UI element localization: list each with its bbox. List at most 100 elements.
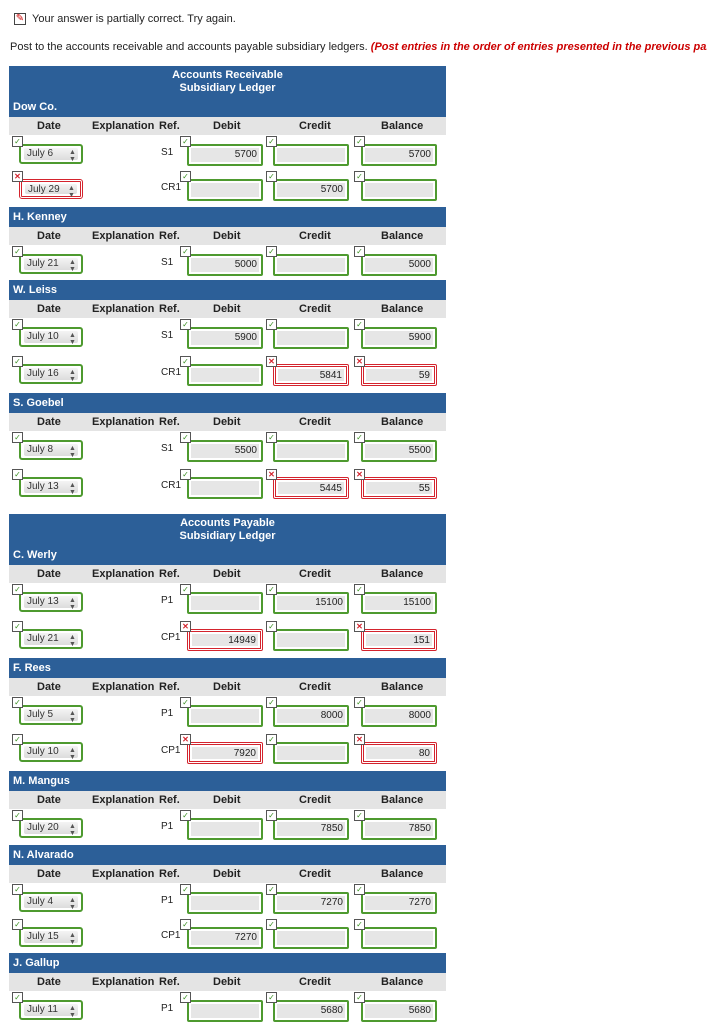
select-arrows-icon: ▲▼ xyxy=(69,332,76,346)
date-select-value: July 8 ▲▼ xyxy=(24,444,78,459)
balance-input[interactable]: 151 xyxy=(361,629,437,651)
credit-input[interactable]: 5445 xyxy=(273,477,349,499)
balance-input[interactable]: 55 xyxy=(361,477,437,499)
date-select[interactable]: July 21 ▲▼ xyxy=(19,629,83,649)
date-select[interactable]: July 29 ▲▼ xyxy=(19,179,83,199)
debit-input[interactable] xyxy=(187,705,263,727)
date-select[interactable]: July 20 ▲▼ xyxy=(19,818,83,838)
date-select[interactable]: July 21 ▲▼ xyxy=(19,254,83,274)
date-select[interactable]: July 13 ▲▼ xyxy=(19,592,83,612)
credit-input[interactable]: 8000 xyxy=(273,705,349,727)
credit-input[interactable] xyxy=(273,440,349,462)
select-arrows-icon: ▲▼ xyxy=(69,597,76,611)
column-header-date: Date xyxy=(37,868,61,880)
date-select[interactable]: July 8 ▲▼ xyxy=(19,440,83,460)
debit-input[interactable] xyxy=(187,592,263,614)
date-select[interactable]: July 10 ▲▼ xyxy=(19,327,83,347)
debit-input[interactable]: 14949 xyxy=(187,629,263,651)
credit-input[interactable] xyxy=(273,254,349,276)
column-header-row: Date Explanation Ref. Debit Credit Balance xyxy=(9,565,446,583)
column-header-row: Date Explanation Ref. Debit Credit Balance xyxy=(9,973,446,991)
column-header-debit: Debit xyxy=(213,303,241,315)
balance-input[interactable]: 59 xyxy=(361,364,437,386)
debit-input[interactable]: 5500 xyxy=(187,440,263,462)
debit-input[interactable] xyxy=(187,818,263,840)
balance-input[interactable]: 7270 xyxy=(361,892,437,914)
balance-input[interactable]: 5500 xyxy=(361,440,437,462)
credit-input[interactable]: 5700 xyxy=(273,179,349,201)
debit-input[interactable] xyxy=(187,477,263,499)
balance-input[interactable] xyxy=(361,927,437,949)
column-header-explanation: Explanation xyxy=(92,568,155,580)
check-icon: ✓ xyxy=(266,584,277,595)
credit-input[interactable] xyxy=(273,144,349,166)
select-arrows-icon: ▲▼ xyxy=(69,932,76,946)
debit-input[interactable] xyxy=(187,1000,263,1022)
date-select[interactable]: July 4 ▲▼ xyxy=(19,892,83,912)
check-icon: ✓ xyxy=(266,810,277,821)
column-header-balance: Balance xyxy=(381,794,424,806)
date-select-value: July 10 ▲▼ xyxy=(24,746,78,761)
balance-input[interactable]: 5000 xyxy=(361,254,437,276)
credit-input[interactable] xyxy=(273,629,349,651)
select-arrows-icon: ▲▼ xyxy=(69,369,76,383)
check-icon: ✓ xyxy=(266,884,277,895)
debit-value xyxy=(191,481,259,495)
balance-input[interactable]: 8000 xyxy=(361,705,437,727)
credit-input[interactable] xyxy=(273,742,349,764)
date-select[interactable]: July 13 ▲▼ xyxy=(19,477,83,497)
ref-value: S1 xyxy=(161,443,174,454)
balance-input[interactable]: 15100 xyxy=(361,592,437,614)
credit-input[interactable] xyxy=(273,327,349,349)
debit-input[interactable] xyxy=(187,179,263,201)
select-arrows-icon: ▲▼ xyxy=(69,149,76,163)
balance-input[interactable]: 7850 xyxy=(361,818,437,840)
date-select[interactable]: July 10 ▲▼ xyxy=(19,742,83,762)
credit-input[interactable]: 15100 xyxy=(273,592,349,614)
debit-input[interactable]: 7920 xyxy=(187,742,263,764)
debit-input[interactable]: 5900 xyxy=(187,327,263,349)
credit-input[interactable]: 5841 xyxy=(273,364,349,386)
check-icon: ✓ xyxy=(354,992,365,1003)
ref-value: P1 xyxy=(161,821,174,832)
balance-input[interactable]: 5700 xyxy=(361,144,437,166)
column-header-credit: Credit xyxy=(299,303,331,315)
credit-input[interactable]: 5680 xyxy=(273,1000,349,1022)
debit-input[interactable]: 7270 xyxy=(187,927,263,949)
x-icon: ✕ xyxy=(180,734,191,745)
debit-input[interactable] xyxy=(187,892,263,914)
debit-input[interactable] xyxy=(187,364,263,386)
debit-input[interactable]: 5000 xyxy=(187,254,263,276)
balance-value: 59 xyxy=(366,369,432,381)
credit-value xyxy=(277,633,345,647)
check-icon: ✓ xyxy=(180,356,191,367)
balance-input[interactable]: 80 xyxy=(361,742,437,764)
column-header-ref: Ref. xyxy=(159,868,180,880)
date-select[interactable]: July 11 ▲▼ xyxy=(19,1000,83,1020)
check-icon: ✓ xyxy=(180,584,191,595)
column-header-ref: Ref. xyxy=(159,416,180,428)
date-select[interactable]: July 15 ▲▼ xyxy=(19,927,83,947)
date-select-value: July 29 ▲▼ xyxy=(25,184,77,199)
balance-value: 5500 xyxy=(365,444,433,458)
check-icon: ✓ xyxy=(180,919,191,930)
credit-input[interactable]: 7850 xyxy=(273,818,349,840)
balance-input[interactable]: 5680 xyxy=(361,1000,437,1022)
account-name: Dow Co. xyxy=(9,97,446,117)
date-select[interactable]: July 16 ▲▼ xyxy=(19,364,83,384)
debit-value xyxy=(191,183,259,197)
credit-input[interactable]: 7270 xyxy=(273,892,349,914)
column-header-balance: Balance xyxy=(381,568,424,580)
credit-value xyxy=(277,444,345,458)
date-select[interactable]: July 5 ▲▼ xyxy=(19,705,83,725)
ref-value: CP1 xyxy=(161,745,181,756)
balance-input[interactable]: 5900 xyxy=(361,327,437,349)
select-arrows-icon: ▲▼ xyxy=(68,185,75,199)
check-icon: ✓ xyxy=(266,734,277,745)
credit-input[interactable] xyxy=(273,927,349,949)
balance-input[interactable] xyxy=(361,179,437,201)
date-select[interactable]: July 6 ▲▼ xyxy=(19,144,83,164)
balance-value: 7850 xyxy=(365,822,433,836)
debit-input[interactable]: 5700 xyxy=(187,144,263,166)
check-icon: ✓ xyxy=(180,319,191,330)
